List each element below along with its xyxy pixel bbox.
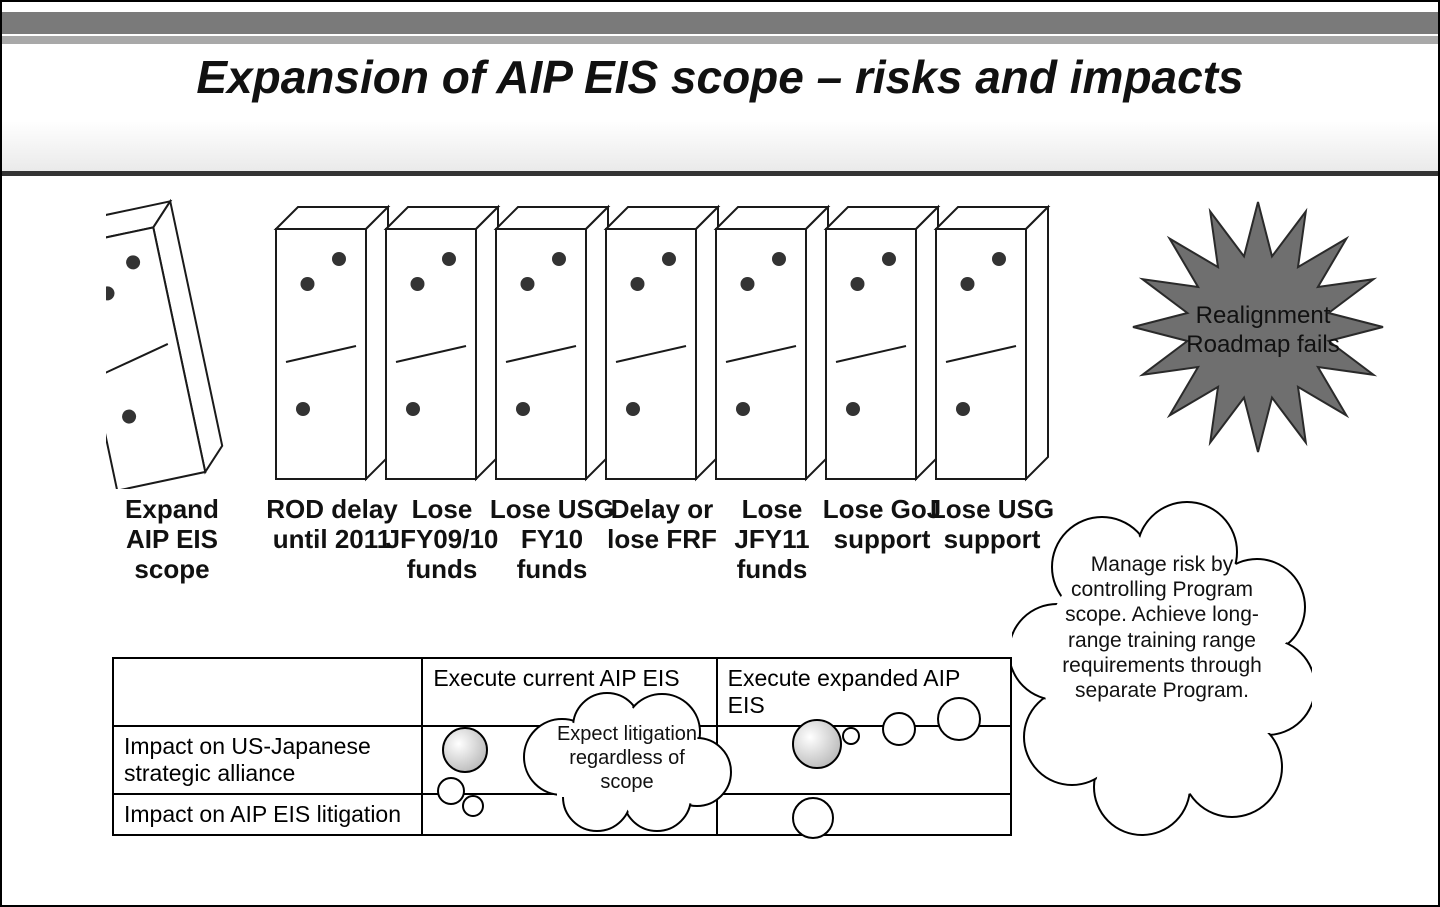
domino-label: Expand AIP EIS scope <box>102 495 242 585</box>
starburst-label: Realignment Roadmap fails <box>1178 302 1348 360</box>
domino-icon <box>106 197 238 489</box>
bubble <box>437 777 465 805</box>
domino-icon <box>926 197 1058 489</box>
scan-artifact-bar <box>2 12 1438 34</box>
bubble <box>842 727 860 745</box>
cloud-litigation-text: Expect litigation regardless of scope <box>547 722 707 794</box>
cell <box>717 794 1011 835</box>
cloud-manage-risk: Manage risk by controlling Program scope… <box>1012 497 1312 837</box>
slide-page: Expansion of AIP EIS scope – risks and i… <box>0 0 1440 907</box>
bubble <box>792 719 842 769</box>
bubble <box>882 712 916 746</box>
content-area: Expand AIP EIS scopeROD delay until 2011… <box>72 197 1368 895</box>
title-banner: Expansion of AIP EIS scope – risks and i… <box>2 46 1438 176</box>
bubble <box>442 727 488 773</box>
table-col-blank <box>113 658 422 726</box>
row-label: Impact on US-Japanese strategic alliance <box>113 726 422 794</box>
bubble <box>462 795 484 817</box>
page-title: Expansion of AIP EIS scope – risks and i… <box>2 46 1438 103</box>
starburst-fail: Realignment Roadmap fails <box>1128 197 1388 457</box>
bubble <box>792 797 834 839</box>
bubble <box>937 697 981 741</box>
scan-artifact-bar <box>2 36 1438 44</box>
row-label: Impact on AIP EIS litigation <box>113 794 422 835</box>
domino-0: Expand AIP EIS scope <box>102 197 242 585</box>
cloud-manage-risk-text: Manage risk by controlling Program scope… <box>1057 552 1267 703</box>
cloud-litigation: Expect litigation regardless of scope <box>512 687 742 837</box>
